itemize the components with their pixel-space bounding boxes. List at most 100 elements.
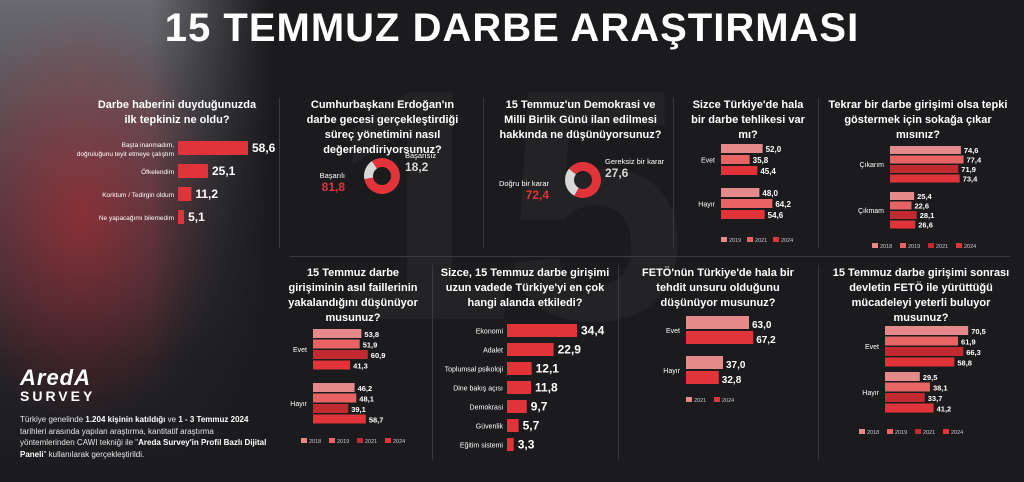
legend-swatch bbox=[956, 243, 962, 248]
desc-bold: 1.204 kişinin katıldığı bbox=[85, 415, 166, 424]
bar bbox=[885, 372, 920, 381]
data-label: 58,7 bbox=[369, 416, 384, 425]
data-label: 41,2 bbox=[937, 405, 952, 414]
bar bbox=[890, 174, 960, 183]
legend-swatch bbox=[385, 438, 391, 443]
legend-swatch bbox=[900, 243, 906, 248]
bar-label: Demokrasi bbox=[470, 405, 504, 412]
data-label: 60,9 bbox=[371, 351, 386, 360]
pie-label: Başarısız bbox=[405, 151, 437, 160]
data-label: 33,7 bbox=[928, 394, 943, 403]
bar-label: Başta inanmadım, bbox=[122, 142, 175, 149]
data-label: 41,3 bbox=[353, 362, 368, 371]
question-coup-danger: Sizce Türkiye'de hala bir darbe tehlikes… bbox=[691, 99, 805, 141]
group-label: Evet bbox=[865, 344, 879, 351]
bar bbox=[885, 357, 955, 367]
bar bbox=[686, 371, 719, 384]
group-label: Çıkmam bbox=[858, 208, 884, 215]
bar bbox=[686, 316, 749, 329]
chart-reaction: Başta inanmadım, doğruluğunu teyit etmeye… bbox=[77, 141, 276, 224]
data-label: 34,4 bbox=[581, 324, 605, 338]
data-label: 63,0 bbox=[752, 320, 772, 331]
bar bbox=[885, 382, 930, 392]
divider bbox=[483, 98, 484, 248]
legend-label: 2019 bbox=[337, 439, 349, 445]
data-label: 61,9 bbox=[961, 338, 976, 347]
bar-label: Dine bakış açısı bbox=[453, 386, 503, 393]
legend-swatch bbox=[686, 397, 692, 402]
legend-label: 2019 bbox=[895, 430, 907, 436]
desc-part: Türkiye genelinde bbox=[20, 415, 86, 424]
data-label: 45,4 bbox=[760, 167, 776, 176]
legend-swatch bbox=[928, 243, 934, 248]
desc-part: ve bbox=[165, 415, 179, 424]
legend-swatch bbox=[714, 397, 720, 402]
legend-swatch bbox=[357, 438, 363, 443]
data-label: 18,2 bbox=[405, 160, 429, 174]
chart-perpetrators: Evet 53,8 51,960,941,3 Hayır 46,2 48,139,158,… bbox=[290, 329, 405, 445]
bar bbox=[721, 210, 765, 219]
bar bbox=[721, 188, 760, 197]
legend-label: 2024 bbox=[951, 430, 963, 436]
bar bbox=[686, 356, 723, 369]
data-label: 74,6 bbox=[964, 146, 979, 155]
chart-take-street: Çıkarım 74,677,471,973,4 Çıkmam 25,422,628,… bbox=[858, 146, 982, 250]
data-label: 51,9 bbox=[363, 341, 378, 350]
legend-swatch bbox=[887, 429, 893, 434]
brand-logo: AredA SURVEY bbox=[20, 365, 95, 404]
question-area-effect: Sizce, 15 Temmuz darbe girişimi uzun vad… bbox=[440, 267, 610, 309]
bar bbox=[507, 438, 514, 451]
bar-label: doğruluğunu teyit etmeye çalıştım bbox=[77, 151, 174, 158]
chart-area-effect: Ekonomi 34,4 Adalet 22,9 Toplumsal psikoloji… bbox=[445, 324, 605, 452]
legend-label: 2024 bbox=[722, 398, 734, 404]
bar bbox=[313, 339, 360, 349]
data-label: 53,8 bbox=[364, 330, 379, 339]
legend-label: 2024 bbox=[781, 238, 793, 244]
divider bbox=[279, 98, 280, 248]
pie-label: Başarılı bbox=[320, 171, 345, 180]
question-fight-sufficient: 15 Temmuz darbe girişimi sonrası devleti… bbox=[832, 267, 1010, 324]
data-label: 67,2 bbox=[756, 335, 776, 346]
group-label: Evet bbox=[666, 328, 680, 335]
legend-label: 2021 bbox=[365, 439, 377, 445]
bar bbox=[313, 404, 349, 413]
brand-line1: AredA bbox=[20, 365, 92, 390]
divider bbox=[432, 265, 433, 460]
data-label: 35,8 bbox=[753, 156, 769, 165]
question-take-street: Tekrar bir darbe girişimi olsa tepki gös… bbox=[828, 99, 1008, 141]
question-erdogan: Cumhurbaşkanı Erdoğan'ın darbe gecesi ge… bbox=[306, 99, 459, 156]
divider bbox=[818, 265, 819, 460]
legend-label: 2019 bbox=[908, 244, 920, 250]
legend-swatch bbox=[859, 429, 865, 434]
bar bbox=[890, 201, 912, 210]
group-label: Evet bbox=[701, 158, 715, 165]
description: Türkiye genelinde 1.204 kişinin katıldığ… bbox=[20, 414, 270, 460]
data-label: 46,2 bbox=[358, 384, 373, 393]
data-label: 25,1 bbox=[212, 164, 236, 178]
data-label: 54,6 bbox=[768, 211, 784, 220]
data-label: 22,9 bbox=[558, 343, 582, 357]
bar-label: Korktum / Tedirgin oldum bbox=[102, 192, 174, 199]
bar bbox=[313, 383, 355, 392]
bar bbox=[890, 220, 916, 229]
bar bbox=[721, 155, 750, 164]
chart-fight-sufficient: Evet 70,5 61,966,3 58,8 Hayır 29,5 38,133,7 41,… bbox=[859, 326, 986, 436]
legend-label: 2024 bbox=[393, 439, 405, 445]
desc-part: tarihleri arasında yapılan araştırma, ka… bbox=[20, 426, 214, 448]
pie-slice bbox=[364, 161, 377, 180]
bar bbox=[507, 400, 527, 413]
data-label: 71,9 bbox=[961, 165, 976, 174]
bar bbox=[507, 419, 519, 432]
legend-swatch bbox=[301, 438, 307, 443]
legend-label: 2018 bbox=[309, 439, 321, 445]
bar-label: Adalet bbox=[483, 348, 503, 355]
data-label: 66,3 bbox=[966, 348, 981, 357]
bar bbox=[686, 331, 754, 344]
legend-swatch bbox=[721, 237, 727, 242]
bar bbox=[885, 393, 925, 402]
bar-label: Toplumsal psikoloji bbox=[445, 367, 504, 374]
data-label: 58,8 bbox=[957, 359, 972, 368]
bar-label: Öfkelendim bbox=[141, 168, 174, 176]
pie-slice bbox=[565, 168, 579, 196]
